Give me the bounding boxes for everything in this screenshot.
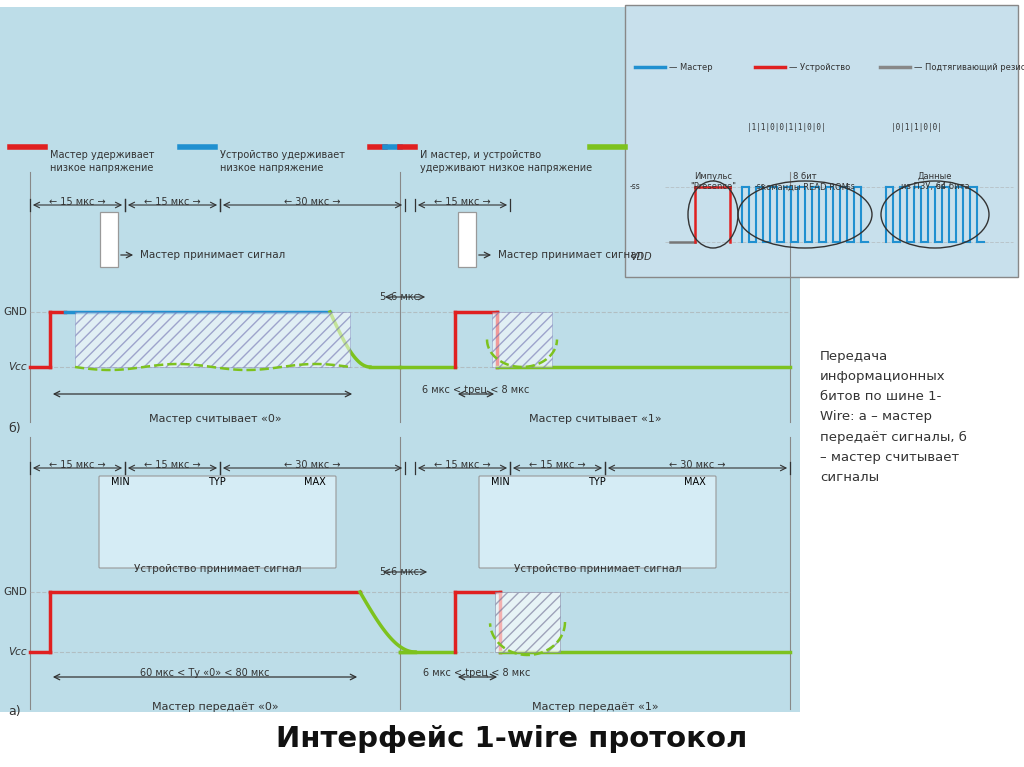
Bar	[625, 5, 1018, 277]
Text: И мастер, и устройство
удерживают низкое напряжение: И мастер, и устройство удерживают низкое…	[420, 150, 592, 173]
Text: Устройство принимает сигнал: Устройство принимает сигнал	[134, 564, 301, 574]
Text: Мастер принимает сигнал: Мастер принимает сигнал	[140, 250, 286, 260]
Text: — Устройство: — Устройство	[790, 62, 850, 71]
Text: -ss: -ss	[630, 182, 641, 191]
Text: 5–6 мкс: 5–6 мкс	[381, 567, 420, 577]
Bar	[75, 312, 350, 367]
Bar	[495, 592, 560, 652]
Text: 8 бит
команды READ ROM: 8 бит команды READ ROM	[761, 172, 849, 192]
Text: |1|1|0|0|1|1|0|0|: |1|1|0|0|1|1|0|0|	[746, 123, 825, 131]
Text: ← 15 мкс →: ← 15 мкс →	[144, 197, 201, 207]
Text: Мастер принимает сигнал: Мастер принимает сигнал	[498, 250, 643, 260]
Text: |0|1|1|0|0|: |0|1|1|0|0|	[891, 123, 942, 131]
Text: ← 15 мкс →: ← 15 мкс →	[434, 197, 490, 207]
Text: ← 30 мкс →: ← 30 мкс →	[285, 197, 341, 207]
Text: а): а)	[8, 705, 20, 718]
Text: Устройство принимает сигнал: Устройство принимает сигнал	[514, 564, 681, 574]
Text: 60 мкс < Ту «0» < 80 мкс: 60 мкс < Ту «0» < 80 мкс	[140, 668, 269, 678]
Text: MIN: MIN	[111, 477, 129, 487]
Text: Мастер считывает «1»: Мастер считывает «1»	[528, 414, 662, 424]
Text: Vcc: Vcc	[8, 647, 27, 657]
Text: Мастер передаёт «0»: Мастер передаёт «0»	[152, 702, 279, 712]
Text: -ss: -ss	[935, 182, 946, 191]
Text: Мастер удерживает
низкое напряжение: Мастер удерживает низкое напряжение	[50, 150, 155, 173]
Text: — Мастер: — Мастер	[669, 62, 713, 71]
Text: Vcc: Vcc	[8, 362, 27, 372]
Text: ← 15 мкс →: ← 15 мкс →	[49, 460, 105, 470]
Text: VDD: VDD	[630, 252, 651, 262]
Text: Мастер передаёт «1»: Мастер передаёт «1»	[531, 702, 658, 712]
Bar	[458, 212, 476, 267]
Text: 6 мкс < tрец < 8 мкс: 6 мкс < tрец < 8 мкс	[422, 385, 529, 395]
Bar	[492, 312, 552, 367]
Text: Интерфейс 1-wire протокол: Интерфейс 1-wire протокол	[276, 725, 748, 753]
Text: Импульс
"Presence": Импульс "Presence"	[690, 172, 736, 192]
Bar	[100, 212, 118, 267]
Text: MAX: MAX	[304, 477, 326, 487]
FancyBboxPatch shape	[99, 476, 336, 568]
Text: 5–6 мкс: 5–6 мкс	[381, 292, 420, 302]
Text: ← 15 мкс →: ← 15 мкс →	[144, 460, 201, 470]
Text: ← 15 мкс →: ← 15 мкс →	[529, 460, 586, 470]
Text: TYP: TYP	[588, 477, 606, 487]
Text: Мастер считывает «0»: Мастер считывает «0»	[148, 414, 282, 424]
Text: GND: GND	[3, 307, 27, 317]
Text: GND: GND	[3, 587, 27, 597]
Text: Данные
из ПЗУ, 64 бита: Данные из ПЗУ, 64 бита	[901, 172, 970, 192]
Text: Передача
информационных
битов по шине 1-
Wire: а – мастер
передаёт сигналы, б
– : Передача информационных битов по шине 1-…	[820, 351, 967, 483]
Text: -ss: -ss	[845, 182, 856, 191]
Text: — Подтягивающий резистор: — Подтягивающий резистор	[914, 62, 1024, 71]
Text: ← 30 мкс →: ← 30 мкс →	[670, 460, 726, 470]
Text: Устройство удерживает
низкое напряжение: Устройство удерживает низкое напряжение	[220, 150, 345, 173]
Text: ← 15 мкс →: ← 15 мкс →	[49, 197, 105, 207]
Text: 6 мкс < tрец < 8 мкс: 6 мкс < tрец < 8 мкс	[423, 668, 530, 678]
Bar	[0, 7, 800, 712]
Text: MIN: MIN	[490, 477, 509, 487]
FancyBboxPatch shape	[479, 476, 716, 568]
Text: MAX: MAX	[684, 477, 706, 487]
Text: ← 30 мкс →: ← 30 мкс →	[285, 460, 341, 470]
Text: ← 15 мкс →: ← 15 мкс →	[434, 460, 490, 470]
Text: TYP: TYP	[208, 477, 226, 487]
Text: -ss: -ss	[755, 182, 766, 191]
Text: б): б)	[8, 422, 20, 435]
